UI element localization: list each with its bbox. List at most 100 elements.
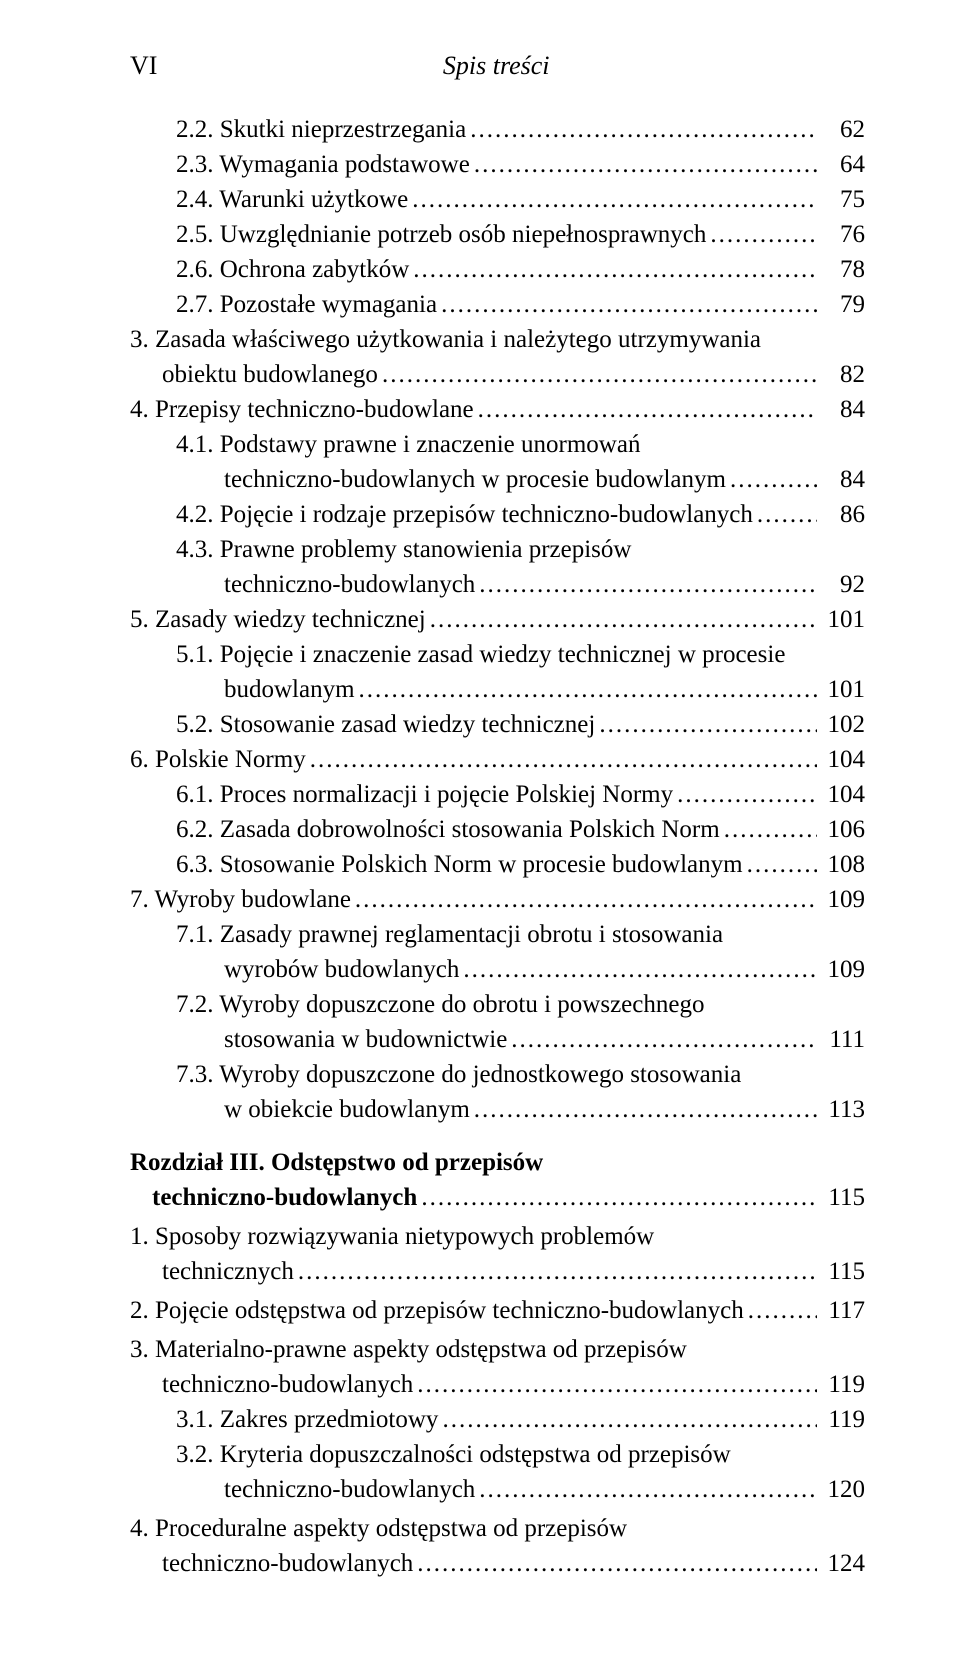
toc-entry: 2. Pojęcie odstępstwa od przepisów techn… xyxy=(130,1293,865,1328)
toc-page: 124 xyxy=(817,1546,865,1581)
toc-page: 108 xyxy=(817,847,865,882)
toc-label: 5.2. Stosowanie zasad wiedzy technicznej xyxy=(176,707,595,742)
toc-page: 75 xyxy=(817,182,865,217)
toc-label: 2.2. Skutki nieprzestrzegania xyxy=(176,112,466,147)
toc-label: 7.1. Zasady prawnej reglamentacji obrotu… xyxy=(176,917,865,952)
toc-label: stosowania w budownictwie xyxy=(224,1022,507,1057)
toc-entry: 4.2. Pojęcie i rodzaje przepisów technic… xyxy=(130,497,865,532)
toc-entry: 7.2. Wyroby dopuszczone do obrotu i pows… xyxy=(130,987,865,1057)
toc-entry: 6.2. Zasada dobrowolności stosowania Pol… xyxy=(130,812,865,847)
toc-page: 113 xyxy=(817,1092,865,1127)
toc-entry: 6.1. Proces normalizacji i pojęcie Polsk… xyxy=(130,777,865,812)
toc-page: 64 xyxy=(817,147,865,182)
toc-main: 2.2. Skutki nieprzestrzegania ..........… xyxy=(130,112,865,1127)
toc-page: 76 xyxy=(817,217,865,252)
toc-label: 5.1. Pojęcie i znaczenie zasad wiedzy te… xyxy=(176,637,865,672)
toc-entry: 1. Sposoby rozwiązywania nietypowych pro… xyxy=(130,1219,865,1289)
toc-entry: 2.5. Uwzględnianie potrzeb osób niepełno… xyxy=(130,217,865,252)
toc-dots: ........................................… xyxy=(466,112,817,147)
toc-label: 4.2. Pojęcie i rodzaje przepisów technic… xyxy=(176,497,753,532)
toc-dots: ........................................… xyxy=(351,882,817,917)
toc-label: 4.3. Prawne problemy stanowienia przepis… xyxy=(176,532,865,567)
chapter-heading: Rozdział III. Odstępstwo od przepisówtec… xyxy=(130,1145,865,1215)
toc-dots: ........................................… xyxy=(413,1546,817,1581)
toc-entry: 6. Polskie Normy .......................… xyxy=(130,742,865,777)
toc-entry: 2.2. Skutki nieprzestrzegania ..........… xyxy=(130,112,865,147)
toc-dots: ........................................… xyxy=(744,1293,817,1328)
toc-label: obiektu budowlanego xyxy=(162,357,378,392)
toc-label: 7. Wyroby budowlane xyxy=(130,882,351,917)
toc-chapter: 1. Sposoby rozwiązywania nietypowych pro… xyxy=(130,1219,865,1581)
page-header: VI Spis treści xyxy=(130,48,865,84)
toc-page: 86 xyxy=(817,497,865,532)
toc-dots: ........................................… xyxy=(673,777,817,812)
toc-label: 2.4. Warunki użytkowe xyxy=(176,182,408,217)
toc-dots: ........................................… xyxy=(426,602,817,637)
toc-page: 109 xyxy=(817,952,865,987)
toc-label: 7.2. Wyroby dopuszczone do obrotu i pows… xyxy=(176,987,865,1022)
toc-dots: ........................................… xyxy=(294,1254,817,1289)
toc-entry: 2.4. Warunki użytkowe ..................… xyxy=(130,182,865,217)
toc-page: 106 xyxy=(817,812,865,847)
toc-entry: 7.1. Zasady prawnej reglamentacji obrotu… xyxy=(130,917,865,987)
toc-dots: ........................................… xyxy=(437,287,817,322)
toc-page: 84 xyxy=(817,392,865,427)
toc-label: 4. Proceduralne aspekty odstępstwa od pr… xyxy=(130,1511,865,1546)
toc-label: 6.2. Zasada dobrowolności stosowania Pol… xyxy=(176,812,720,847)
toc-dots: ........................................… xyxy=(720,812,817,847)
toc-label: 2. Pojęcie odstępstwa od przepisów techn… xyxy=(130,1293,744,1328)
toc-dots: ........................................… xyxy=(438,1402,817,1437)
toc-label: 1. Sposoby rozwiązywania nietypowych pro… xyxy=(130,1219,865,1254)
toc-label: 3.2. Kryteria dopuszczalności odstępstwa… xyxy=(176,1437,865,1472)
toc-entry: 4. Proceduralne aspekty odstępstwa od pr… xyxy=(130,1511,865,1581)
toc-label: 2.7. Pozostałe wymagania xyxy=(176,287,437,322)
toc-label: w obiekcie budowlanym xyxy=(224,1092,470,1127)
toc-entry: 7. Wyroby budowlane ....................… xyxy=(130,882,865,917)
toc-entry: 4.1. Podstawy prawne i znaczenie unormow… xyxy=(130,427,865,497)
toc-label: techniczno-budowlanych xyxy=(162,1367,413,1402)
toc-page: 115 xyxy=(817,1254,865,1289)
toc-page: 79 xyxy=(817,287,865,322)
toc-page: 120 xyxy=(817,1472,865,1507)
toc-page: 109 xyxy=(817,882,865,917)
toc-dots: ........................................… xyxy=(409,252,817,287)
toc-page: 117 xyxy=(817,1293,865,1328)
toc-page: 101 xyxy=(817,672,865,707)
toc-dots: ........................................… xyxy=(475,567,817,602)
toc-entry: 2.7. Pozostałe wymagania ...............… xyxy=(130,287,865,322)
toc-label: technicznych xyxy=(162,1254,294,1289)
header-title: Spis treści xyxy=(443,48,550,84)
toc-dots: ........................................… xyxy=(306,742,817,777)
toc-page: 102 xyxy=(817,707,865,742)
toc-dots: ........................................… xyxy=(753,497,817,532)
toc-label: 6. Polskie Normy xyxy=(130,742,306,777)
toc-dots: ........................................… xyxy=(595,707,817,742)
toc-page: 84 xyxy=(817,462,865,497)
toc-entry: 3. Materialno-prawne aspekty odstępstwa … xyxy=(130,1332,865,1402)
toc-page: 82 xyxy=(817,357,865,392)
toc-label: 5. Zasady wiedzy technicznej xyxy=(130,602,426,637)
toc-dots: ........................................… xyxy=(459,952,817,987)
chapter-title-line1: Rozdział III. Odstępstwo od przepisów xyxy=(130,1145,865,1180)
toc-dots: ........................................… xyxy=(474,392,817,427)
toc-label: techniczno-budowlanych xyxy=(224,567,475,602)
toc-dots: ........................................… xyxy=(470,147,817,182)
toc-page: 111 xyxy=(817,1022,865,1057)
toc-label: 3.1. Zakres przedmiotowy xyxy=(176,1402,438,1437)
toc-entry: 2.6. Ochrona zabytków ..................… xyxy=(130,252,865,287)
toc-dots: ........................................… xyxy=(726,462,817,497)
toc-page: 101 xyxy=(817,602,865,637)
chapter-title-line2: techniczno-budowlanych xyxy=(152,1180,417,1215)
toc-entry: 4. Przepisy techniczno-budowlane .......… xyxy=(130,392,865,427)
toc-page: 92 xyxy=(817,567,865,602)
toc-label: budowlanym xyxy=(224,672,355,707)
toc-label: 6.3. Stosowanie Polskich Norm w procesie… xyxy=(176,847,743,882)
toc-dots: ........................................… xyxy=(378,357,817,392)
toc-page: 119 xyxy=(817,1402,865,1437)
toc-dots: ........................................… xyxy=(475,1472,817,1507)
toc-page: 104 xyxy=(817,742,865,777)
toc-page: 104 xyxy=(817,777,865,812)
toc-entry: 2.3. Wymagania podstawowe ..............… xyxy=(130,147,865,182)
toc-entry: 5. Zasady wiedzy technicznej ...........… xyxy=(130,602,865,637)
toc-dots: ........................................… xyxy=(413,1367,817,1402)
